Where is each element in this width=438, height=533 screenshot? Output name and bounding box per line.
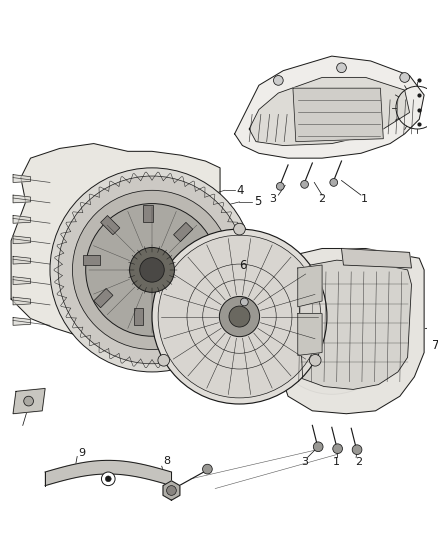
Bar <box>173 222 193 241</box>
Text: 9: 9 <box>78 448 85 458</box>
Circle shape <box>24 396 33 406</box>
Polygon shape <box>293 88 383 142</box>
Polygon shape <box>11 143 220 346</box>
Text: 1: 1 <box>360 194 367 204</box>
Circle shape <box>140 257 164 282</box>
Text: 5: 5 <box>254 196 261 208</box>
Circle shape <box>152 229 327 404</box>
Polygon shape <box>163 481 180 500</box>
Text: 8: 8 <box>163 456 170 466</box>
Circle shape <box>72 190 232 350</box>
Circle shape <box>330 179 338 187</box>
Circle shape <box>276 182 284 190</box>
Circle shape <box>268 268 395 394</box>
Circle shape <box>219 296 260 337</box>
Circle shape <box>86 204 218 336</box>
Text: 7: 7 <box>432 339 438 352</box>
Bar <box>134 308 143 325</box>
Polygon shape <box>298 265 322 307</box>
Text: 2: 2 <box>356 457 363 467</box>
Polygon shape <box>13 256 31 264</box>
Polygon shape <box>298 260 411 390</box>
Circle shape <box>313 442 323 451</box>
Polygon shape <box>283 248 424 414</box>
Circle shape <box>400 72 410 83</box>
Polygon shape <box>13 236 31 244</box>
Text: 1: 1 <box>333 457 340 467</box>
Circle shape <box>102 472 115 486</box>
Bar <box>186 265 204 274</box>
Text: 4: 4 <box>237 184 244 197</box>
Bar <box>83 255 100 265</box>
Circle shape <box>273 76 283 85</box>
Circle shape <box>333 444 343 454</box>
Polygon shape <box>13 195 31 203</box>
Circle shape <box>50 168 254 372</box>
Circle shape <box>58 176 246 364</box>
Bar <box>167 295 186 314</box>
Circle shape <box>301 181 308 188</box>
Circle shape <box>240 298 248 306</box>
Text: 3: 3 <box>269 194 276 204</box>
Text: 6: 6 <box>239 259 246 271</box>
Polygon shape <box>235 56 424 158</box>
Polygon shape <box>45 461 171 486</box>
Circle shape <box>130 247 174 292</box>
Circle shape <box>158 235 321 398</box>
Circle shape <box>309 354 321 366</box>
Polygon shape <box>249 77 410 146</box>
Bar <box>143 205 153 222</box>
Bar <box>101 215 120 235</box>
Circle shape <box>337 63 346 72</box>
Polygon shape <box>298 313 322 356</box>
Circle shape <box>202 464 212 474</box>
Polygon shape <box>13 175 31 182</box>
Circle shape <box>229 306 250 327</box>
Text: 2: 2 <box>318 194 325 204</box>
Text: 3: 3 <box>301 457 308 467</box>
Polygon shape <box>13 318 31 325</box>
Circle shape <box>106 476 111 482</box>
Circle shape <box>166 486 177 495</box>
Circle shape <box>158 354 170 366</box>
Polygon shape <box>13 215 31 223</box>
Bar <box>94 288 113 308</box>
Polygon shape <box>13 277 31 285</box>
Polygon shape <box>13 297 31 305</box>
Circle shape <box>352 445 362 455</box>
Circle shape <box>233 223 245 235</box>
Polygon shape <box>13 389 45 414</box>
Polygon shape <box>342 248 411 268</box>
